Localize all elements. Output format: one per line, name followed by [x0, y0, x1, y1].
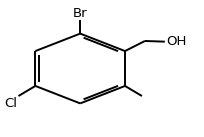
Text: OH: OH: [165, 35, 185, 48]
Text: Cl: Cl: [4, 97, 17, 110]
Text: Br: Br: [73, 7, 87, 19]
